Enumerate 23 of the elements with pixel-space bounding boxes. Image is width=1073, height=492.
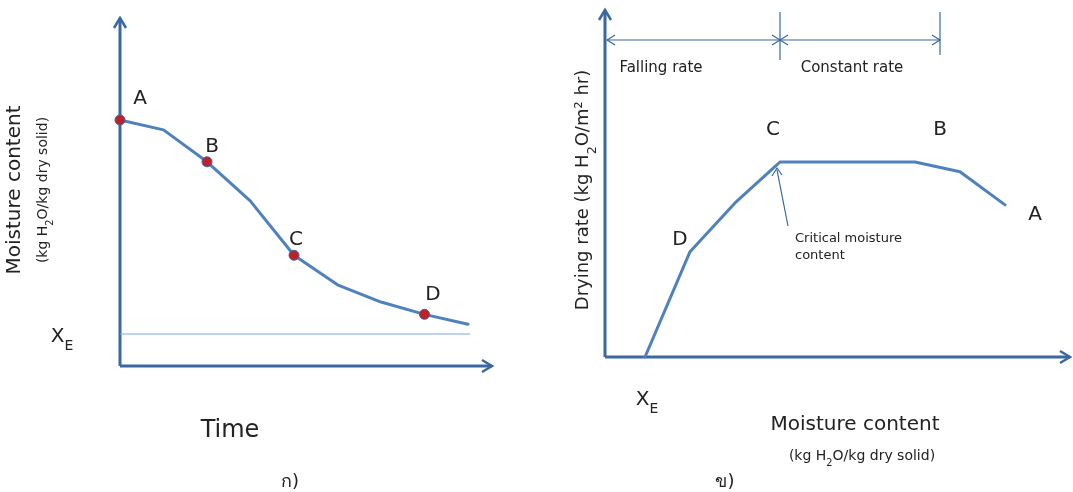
annotation: B (205, 133, 219, 157)
text: X$_{E}$ (635, 386, 659, 416)
point (288, 249, 300, 261)
text: ก) (280, 470, 300, 491)
annotation: Critical moisture content (795, 230, 902, 262)
annotation: C (289, 226, 303, 250)
text: Falling rate (619, 58, 703, 76)
text: C (766, 116, 780, 140)
x-axis-title: Time (199, 415, 260, 443)
annotation: D (425, 281, 441, 305)
point (419, 308, 430, 320)
text: ข) (715, 470, 735, 491)
point (114, 114, 126, 126)
text: (kg H$_{2}$O/kg dry solid) (788, 447, 936, 468)
annotation: A (1028, 201, 1043, 225)
ref-line-label: X$_{E}$ (50, 323, 74, 354)
annotation: D (672, 226, 688, 250)
annotation: A (133, 85, 148, 109)
text: B (933, 116, 947, 140)
y-axis-title: Moisture content (1, 105, 25, 275)
point (201, 156, 213, 168)
text: Constant rate (800, 58, 904, 76)
x-axis-title: Moisture content (770, 411, 940, 435)
